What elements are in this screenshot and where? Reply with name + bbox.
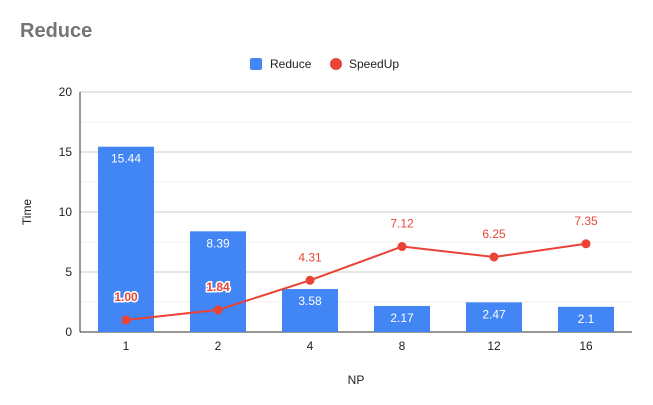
y-tick-label: 5	[65, 265, 72, 279]
bar-series	[98, 146, 614, 332]
line-point	[213, 305, 223, 315]
bar-data-label: 15.44	[111, 152, 141, 166]
line-series	[121, 239, 591, 325]
bar-data-label: 2.47	[482, 307, 506, 321]
legend-label-speedup: SpeedUp	[349, 57, 399, 71]
grid-lines	[80, 91, 632, 333]
legend-label-reduce: Reduce	[270, 57, 312, 71]
x-axis-title: NP	[348, 373, 365, 387]
line-data-label: 1.84	[206, 280, 230, 294]
bar	[374, 305, 430, 332]
line-data-label: 1.00	[114, 290, 138, 304]
line-point	[489, 252, 499, 262]
y-tick-label: 20	[59, 85, 73, 99]
bar	[558, 306, 614, 332]
y-tick-label: 0	[65, 325, 72, 339]
bar-data-label: 8.39	[206, 236, 230, 250]
x-tick-label: 2	[215, 339, 222, 353]
bar	[282, 289, 338, 332]
x-tick-label: 16	[579, 339, 593, 353]
line-point	[397, 242, 407, 252]
y-axis-title: Time	[20, 199, 34, 226]
data-labels: 15.44 8.39 3.58 2.17 2.47 2.1 1.00 1.84 4.31 7.12…	[111, 152, 598, 326]
line-data-label: 4.31	[298, 250, 322, 264]
bar-data-label: 2.17	[390, 311, 414, 325]
y-tick-label: 10	[59, 205, 73, 219]
y-axis-title-group: Time	[20, 199, 34, 226]
line-data-label: 7.35	[574, 214, 598, 228]
bar-data-label: 3.58	[298, 294, 322, 308]
bar	[466, 302, 522, 332]
x-tick-label: 12	[487, 339, 501, 353]
line-data-label: 6.25	[482, 227, 506, 241]
line-point	[581, 239, 591, 249]
legend-swatch-reduce	[250, 58, 262, 70]
bar	[98, 146, 154, 332]
legend: Reduce SpeedUp	[250, 57, 399, 71]
x-tick-label: 8	[399, 339, 406, 353]
bar-data-label: 2.1	[578, 312, 595, 326]
x-tick-label: 1	[123, 339, 130, 353]
bar	[190, 231, 246, 332]
line-point	[121, 315, 131, 325]
x-tick-label: 4	[307, 339, 314, 353]
legend-swatch-speedup	[330, 58, 342, 70]
line-data-label: 7.12	[390, 217, 414, 231]
speedup-line	[125, 242, 587, 321]
chart-title: Reduce	[20, 20, 93, 42]
line-point	[305, 275, 315, 285]
y-tick-label: 15	[59, 145, 73, 159]
